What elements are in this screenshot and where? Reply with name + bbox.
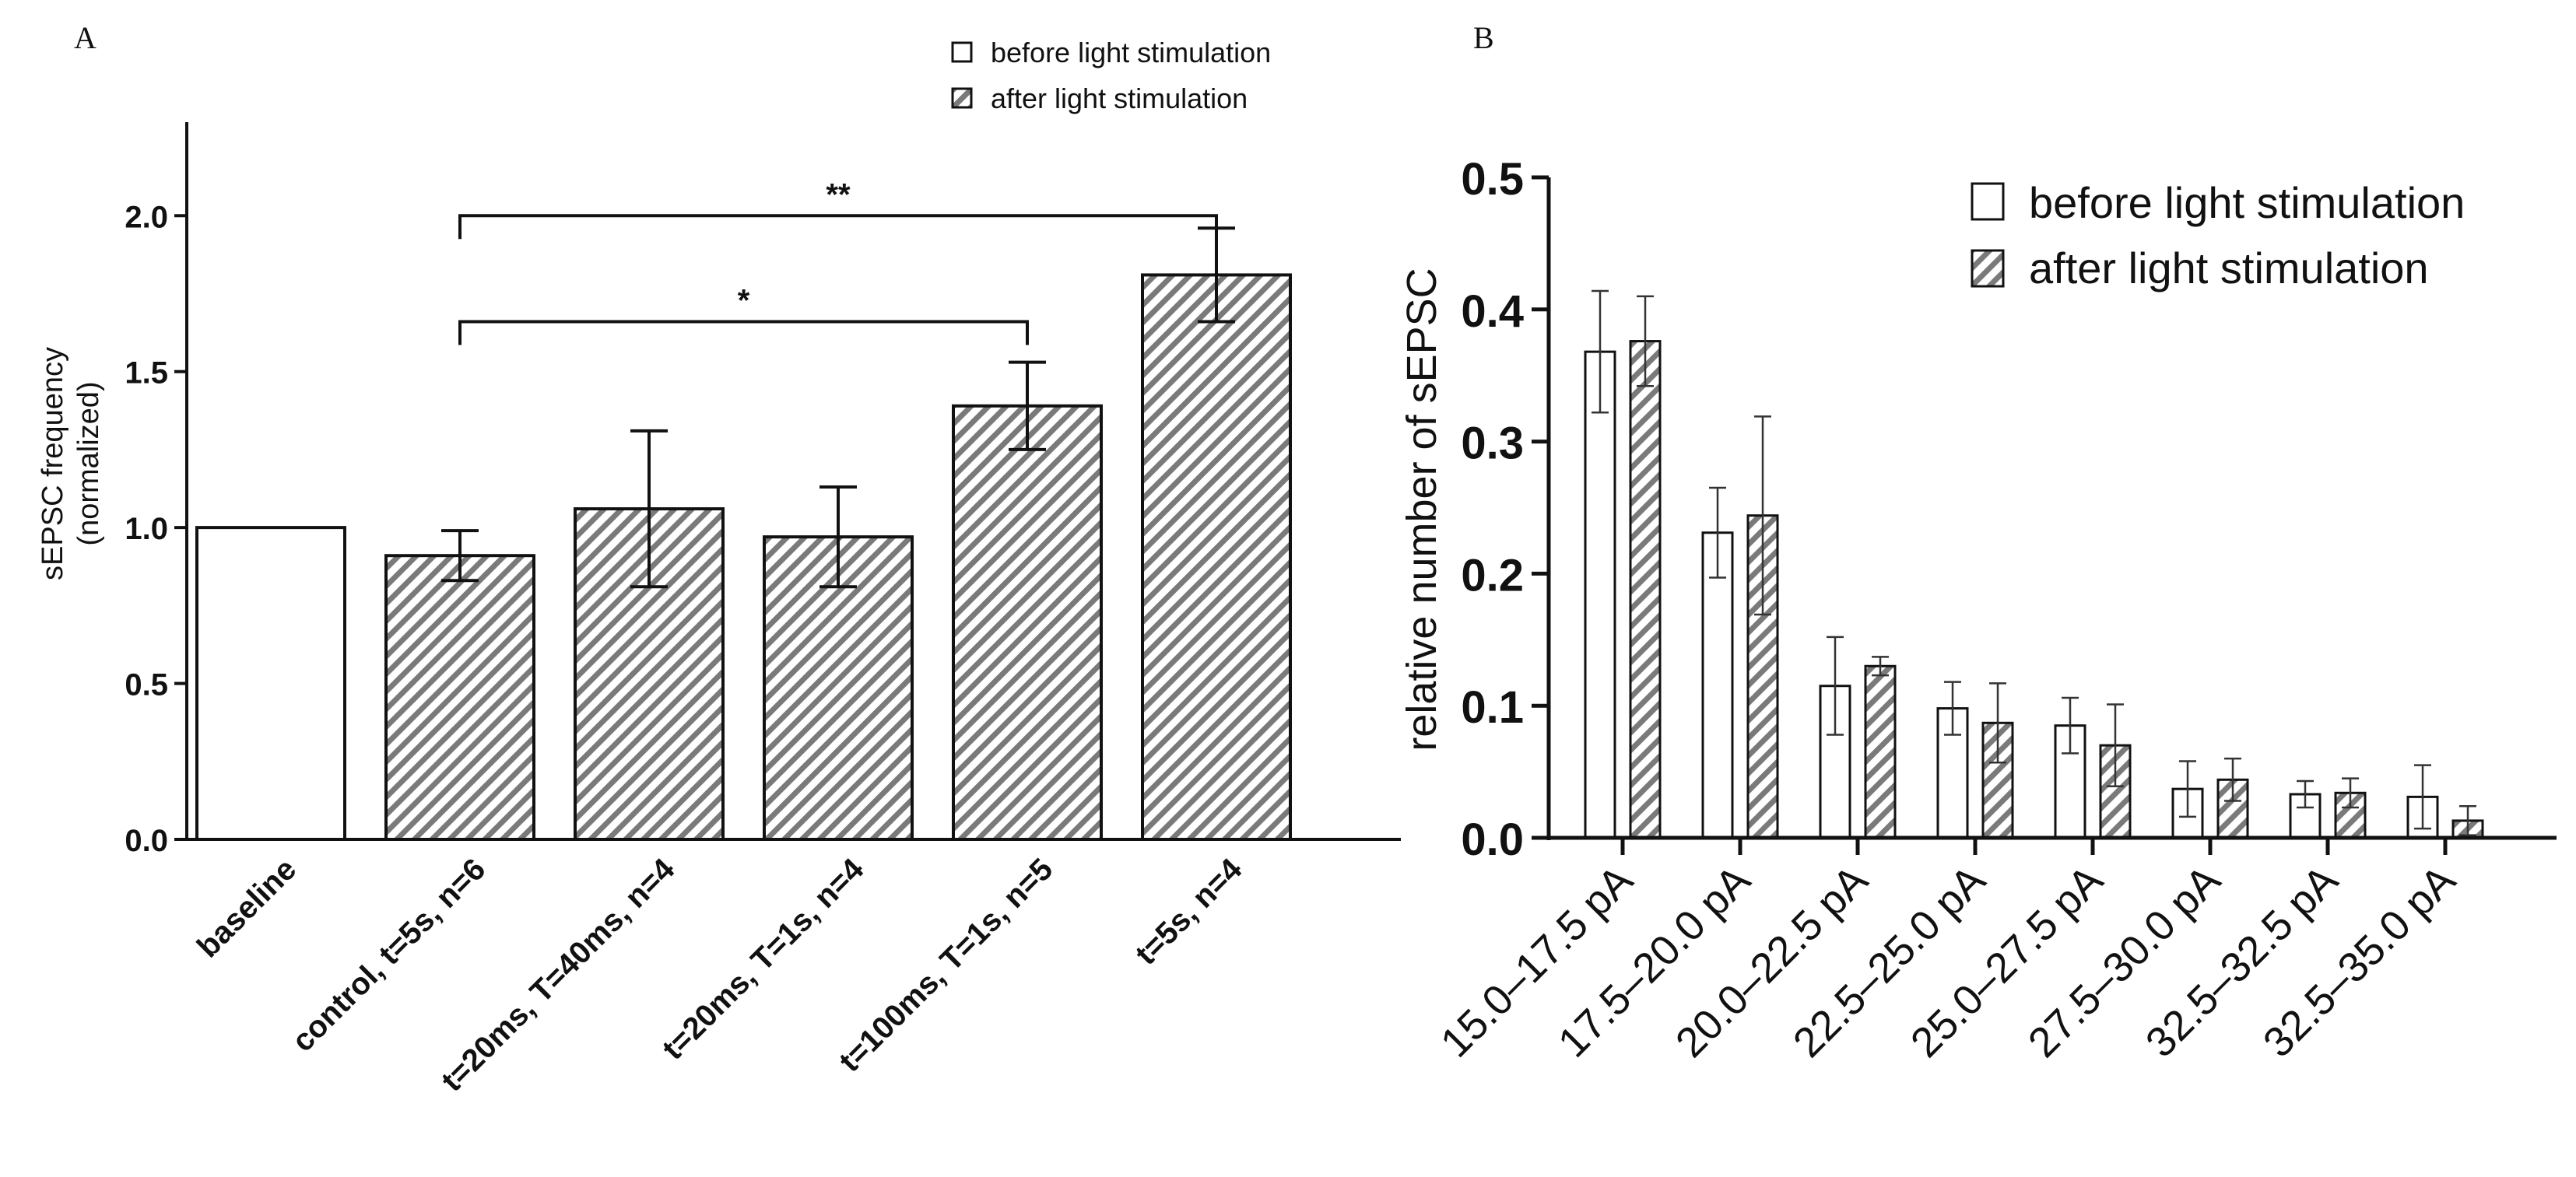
bar [195, 526, 346, 841]
panel-b: B before light stimulation after light s… [1399, 20, 2557, 1067]
bar [952, 404, 1103, 841]
panel-a-y-ticks: 0.0 0.5 1.0 1.5 2.0 [125, 200, 187, 858]
bar [1629, 340, 1662, 839]
significance-star: ** [826, 177, 851, 212]
y-tick-label: 0.3 [1461, 419, 1524, 469]
panel-a-error-bars [441, 226, 1235, 589]
x-tick-label: t=20ms, T=1s, n=4 [656, 852, 871, 1067]
y-tick-label: 0.5 [1461, 154, 1524, 205]
bar [384, 554, 535, 841]
y-tick-label: 0.4 [1461, 286, 1524, 337]
panel-a-legend: before light stimulation after light sti… [951, 37, 1271, 114]
x-tick-label: t=5s, n=4 [1129, 852, 1249, 972]
y-tick-label: 2.0 [125, 200, 168, 234]
panel-a-label: A [74, 20, 97, 55]
legend-before-swatch [951, 41, 973, 63]
legend-after-label: after light stimulation [991, 82, 1248, 114]
x-tick-label: control, t=5s, n=6 [286, 852, 492, 1058]
legend-after-label: after light stimulation [2029, 243, 2429, 292]
panel-b-y-axis-title: relative number of sEPSC [1399, 268, 1445, 751]
y-tick-label: 0.0 [125, 824, 168, 858]
panel-a-significance: *** [458, 177, 1218, 345]
legend-after-swatch [951, 87, 973, 109]
y-tick-label: 0.1 [1461, 682, 1524, 733]
significance-bracket [458, 320, 1029, 345]
y-axis-title-line1: sEPSC frequency [37, 347, 69, 580]
y-axis-title-line2: (normalized) [72, 381, 105, 545]
x-tick-label: baseline [191, 852, 303, 964]
bar [2334, 791, 2367, 839]
significance-star: * [738, 284, 750, 318]
panel-a-bars [195, 273, 1292, 841]
x-tick-label: t=100ms, T=1s, n=5 [833, 852, 1059, 1078]
panel-b-error-bars [1592, 289, 2476, 836]
bar [1141, 273, 1292, 841]
panel-b-label: B [1473, 20, 1494, 55]
bar [1584, 350, 1616, 839]
bar [1864, 664, 1897, 839]
significance-bracket [458, 214, 1218, 240]
y-tick-label: 1.0 [125, 512, 168, 546]
legend-before-swatch [1971, 182, 2005, 221]
y-tick-label: 1.5 [125, 356, 168, 391]
legend-after-swatch [1971, 249, 2005, 288]
legend-before-label: before light stimulation [991, 37, 1271, 68]
bar [1701, 531, 1734, 839]
y-tick-label: 0.5 [125, 668, 168, 702]
y-tick-label: 0.2 [1461, 550, 1524, 601]
legend-before-label: before light stimulation [2029, 178, 2465, 227]
panel-b-legend: before light stimulation after light sti… [1971, 178, 2465, 292]
panel-a-ylabel: sEPSC frequency (normalized) [37, 347, 105, 580]
panel-b-bars [1584, 340, 2484, 839]
y-tick-label: 0.0 [1461, 814, 1524, 865]
panel-b-y-ticks: 0.0 0.1 0.2 0.3 0.4 0.5 [1461, 154, 1549, 865]
panel-a: A before light stimulation after light s… [37, 20, 1401, 1098]
